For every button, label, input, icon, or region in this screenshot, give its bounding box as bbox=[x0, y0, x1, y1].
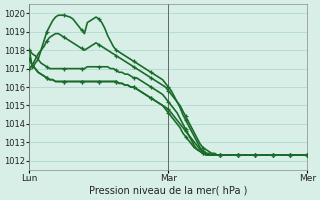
X-axis label: Pression niveau de la mer( hPa ): Pression niveau de la mer( hPa ) bbox=[89, 186, 248, 196]
